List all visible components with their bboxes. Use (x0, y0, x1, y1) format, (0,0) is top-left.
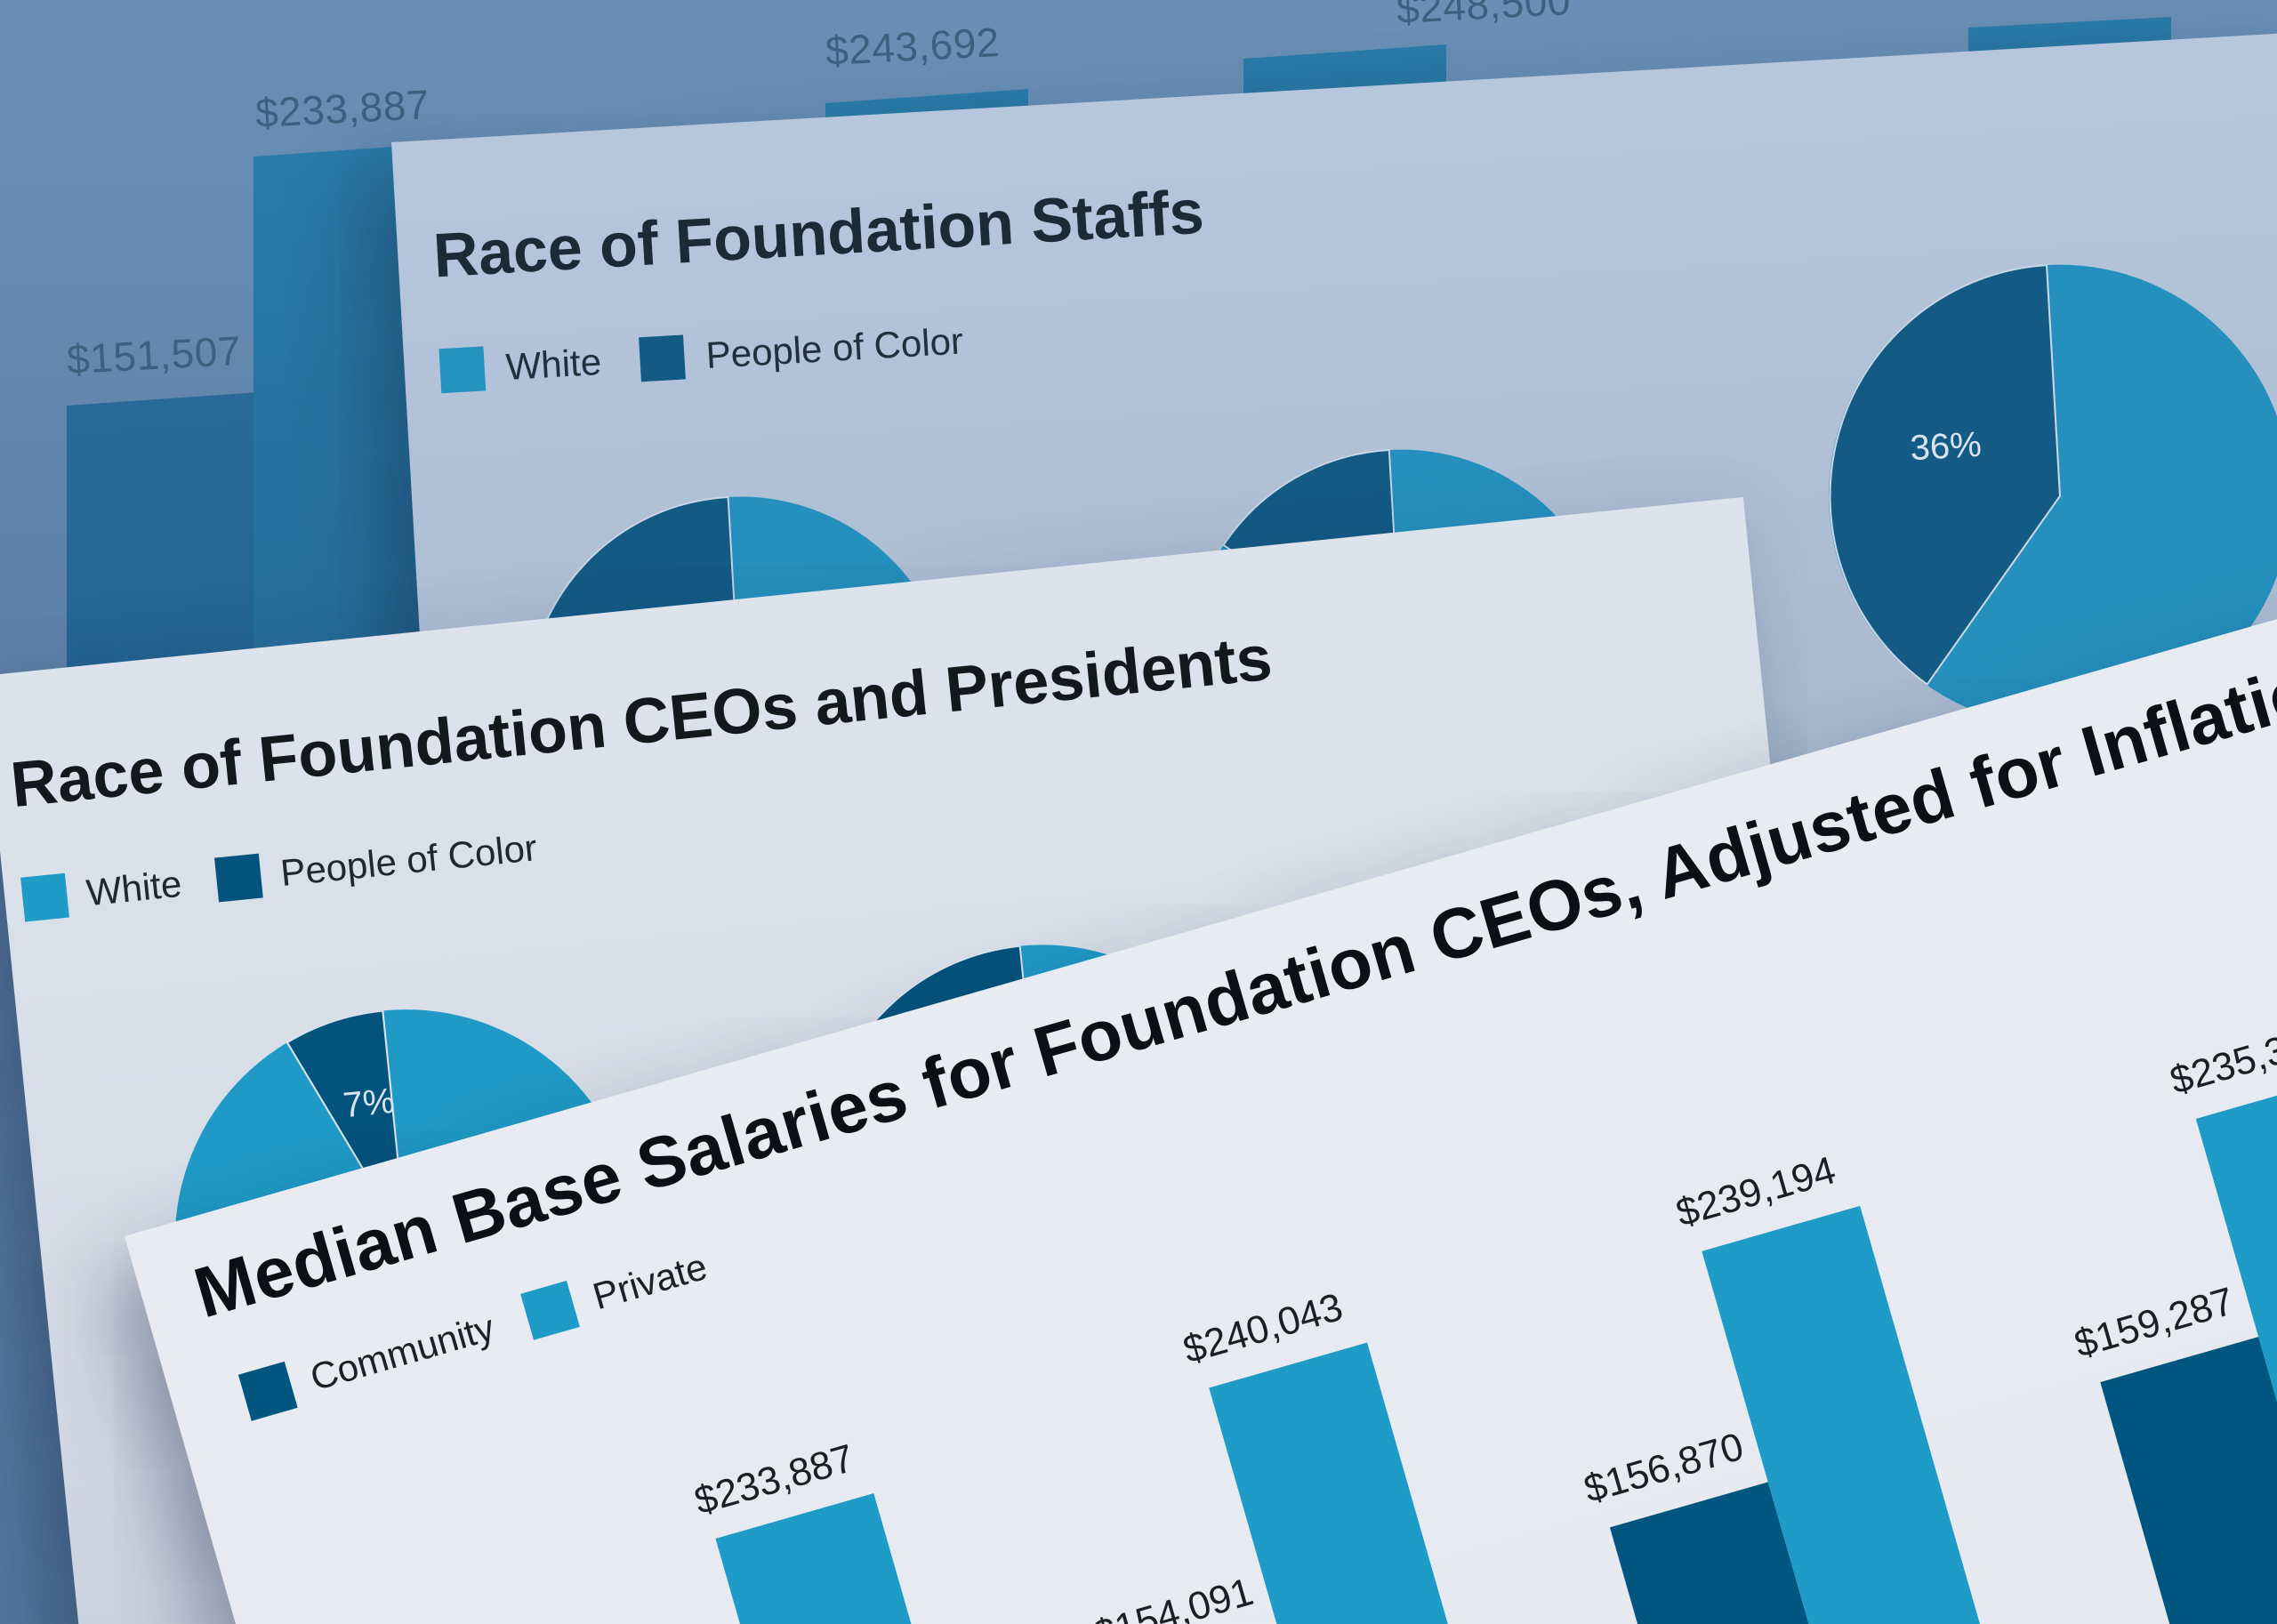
bar-value-label: $154,091 (1089, 1570, 1259, 1624)
bar-private (715, 1493, 1046, 1624)
legend-label: People of Color (278, 826, 539, 895)
legend-label: Community (305, 1306, 499, 1399)
legend-label: People of Color (704, 319, 965, 376)
legend-label: White (84, 862, 184, 914)
legend-swatch-white (439, 346, 487, 394)
bar-value-label: $235,346 (2165, 1016, 2277, 1104)
legend-label: Private (588, 1245, 712, 1318)
pie-chart: 36% (1815, 252, 2277, 740)
bg-bar-label: $233,887 (253, 80, 431, 137)
chart-legend: White People of Color (20, 822, 575, 922)
legend-swatch-white (20, 872, 69, 922)
legend-swatch-poc (214, 853, 264, 903)
bg-bar-label: $243,692 (824, 18, 1002, 75)
chart-legend: White People of Color (439, 317, 1003, 394)
bar-private (1209, 1342, 1564, 1624)
legend-swatch-poc (639, 334, 687, 382)
pie-percent-label: 7% (341, 1081, 397, 1126)
bar-community (2100, 1337, 2277, 1624)
legend-swatch-private (520, 1280, 581, 1340)
legend-label: White (504, 340, 603, 388)
chart-title: Race of Foundation Staffs (431, 176, 1206, 291)
bg-bar-label: $151,507 (65, 326, 243, 383)
pie-percent-label: 36% (1909, 424, 1983, 469)
legend-swatch-community (237, 1361, 298, 1421)
bg-bar-label: $248,500 (1395, 0, 1573, 33)
